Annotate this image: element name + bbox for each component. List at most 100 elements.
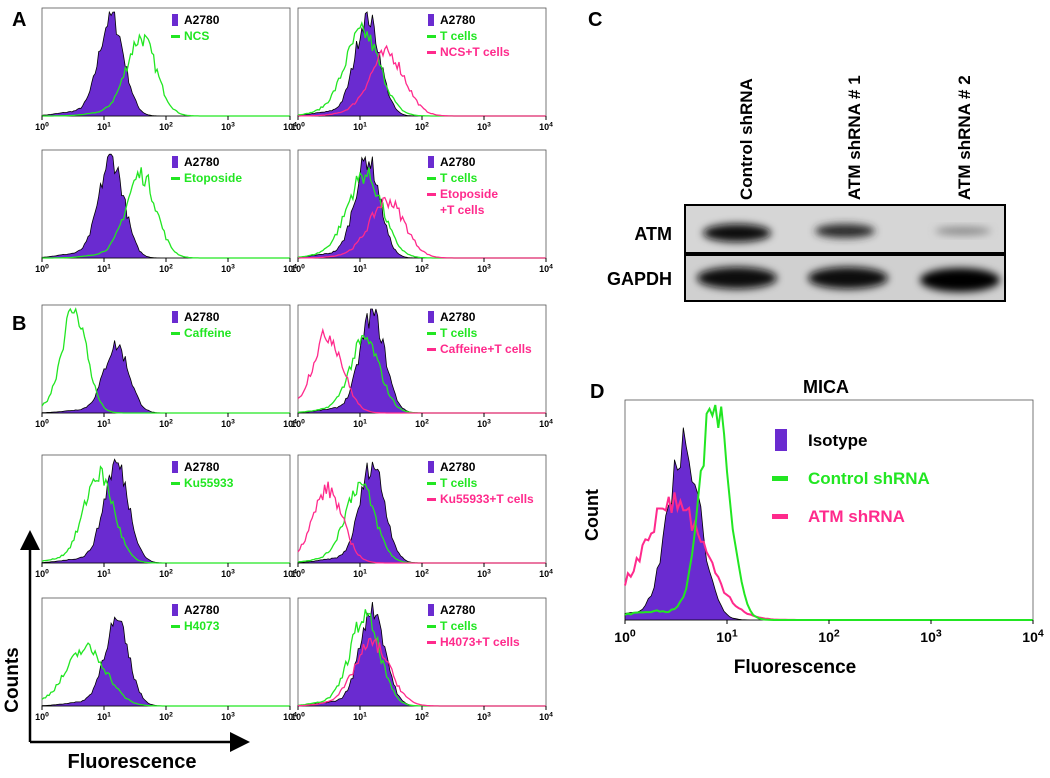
tick-exp: 4 (293, 121, 297, 128)
tick-base: 10 (221, 122, 231, 132)
legend-label: T cells (440, 476, 478, 490)
tick-exp: 4 (293, 711, 297, 718)
histogram-line (298, 44, 546, 117)
tick-base: 10 (415, 569, 425, 579)
tick-exp: 0 (301, 418, 305, 425)
legend-swatch (171, 35, 180, 38)
tick-exp: 1 (363, 263, 367, 270)
legend-label: Etoposide (440, 187, 498, 201)
tick-base: 10 (291, 264, 301, 274)
tick-base: 10 (291, 419, 301, 429)
tick-label: 104 (539, 568, 553, 579)
tick-label: 101 (353, 418, 367, 429)
tick-exp: 1 (107, 121, 111, 128)
tick-exp: 2 (169, 263, 173, 270)
tick-base: 10 (97, 569, 107, 579)
tick-label: 100 (35, 121, 49, 132)
legend-label: A2780 (184, 13, 220, 27)
tick-base: 10 (477, 264, 487, 274)
tick-base: 10 (159, 419, 169, 429)
tick-label: 101 (353, 711, 367, 722)
tick-exp: 0 (301, 711, 305, 718)
tick-label: 104 (1022, 627, 1044, 645)
tick-exp: 3 (487, 711, 491, 718)
tick-label: 100 (35, 568, 49, 579)
tick-label: 103 (221, 568, 235, 579)
row-label: GAPDH (607, 269, 672, 289)
tick-label: 103 (221, 263, 235, 274)
legend-label: Isotype (808, 431, 868, 450)
panel-label: C (588, 9, 602, 31)
histogram-line (298, 196, 546, 259)
tick-label: 101 (353, 263, 367, 274)
tick-label: 100 (35, 418, 49, 429)
legend-swatch (171, 482, 180, 485)
tick-exp: 1 (107, 418, 111, 425)
tick-base: 10 (539, 264, 549, 274)
tick-exp: 4 (1038, 627, 1044, 639)
tick-exp: 3 (487, 568, 491, 575)
panel-label: D (590, 381, 604, 403)
tick-base: 10 (539, 569, 549, 579)
legend-swatch (427, 348, 436, 351)
tick-base: 10 (159, 264, 169, 274)
tick-label: 103 (221, 121, 235, 132)
legend-swatch (428, 461, 434, 473)
tick-label: 104 (539, 121, 553, 132)
tick-exp: 4 (293, 568, 297, 575)
legend-label: Caffeine+T cells (440, 342, 532, 356)
tick-exp: 2 (169, 711, 173, 718)
legend-swatch (775, 429, 787, 451)
tick-label: 104 (539, 418, 553, 429)
tick-exp: 1 (363, 568, 367, 575)
plot-frame (41, 454, 291, 564)
tick-base: 10 (353, 712, 363, 722)
tick-base: 10 (1022, 629, 1038, 645)
tick-base: 10 (283, 419, 293, 429)
plot-frame (297, 597, 547, 707)
legend-label: A2780 (440, 603, 476, 617)
y-axis-label: Count (582, 489, 602, 541)
legend-swatch (427, 332, 436, 335)
tick-base: 10 (818, 629, 834, 645)
band (808, 267, 888, 289)
plot-title: MICA (803, 377, 849, 397)
plot-frame (297, 454, 547, 564)
tick-label: 104 (539, 711, 553, 722)
tick-base: 10 (283, 264, 293, 274)
column-label: ATM shRNA # 2 (955, 75, 974, 200)
tick-label: 104 (539, 263, 553, 274)
tick-label: 100 (291, 711, 305, 722)
y-axis-label: Counts (2, 647, 23, 712)
tick-exp: 0 (45, 263, 49, 270)
tick-exp: 4 (549, 121, 553, 128)
tick-exp: 0 (630, 627, 636, 639)
tick-label: 104 (283, 121, 297, 132)
tick-exp: 4 (293, 418, 297, 425)
tick-exp: 3 (231, 263, 235, 270)
tick-base: 10 (97, 712, 107, 722)
tick-base: 10 (415, 264, 425, 274)
tick-label: 100 (291, 568, 305, 579)
tick-exp: 4 (293, 263, 297, 270)
tick-base: 10 (614, 629, 630, 645)
tick-base: 10 (283, 712, 293, 722)
tick-exp: 3 (936, 627, 942, 639)
tick-base: 10 (35, 712, 45, 722)
legend-swatch (171, 625, 180, 628)
tick-label: 101 (97, 568, 111, 579)
x-axis-label: Fluorescence (734, 657, 857, 678)
legend-swatch (772, 476, 788, 481)
band (920, 268, 1000, 292)
tick-label: 101 (97, 263, 111, 274)
tick-base: 10 (283, 122, 293, 132)
tick-base: 10 (477, 419, 487, 429)
histogram-line (42, 33, 290, 117)
tick-base: 10 (283, 569, 293, 579)
legend-swatch (427, 498, 436, 501)
tick-base: 10 (291, 712, 301, 722)
legend-swatch (428, 604, 434, 616)
legend-label: Ku55933 (184, 476, 234, 490)
tick-label: 102 (415, 568, 429, 579)
